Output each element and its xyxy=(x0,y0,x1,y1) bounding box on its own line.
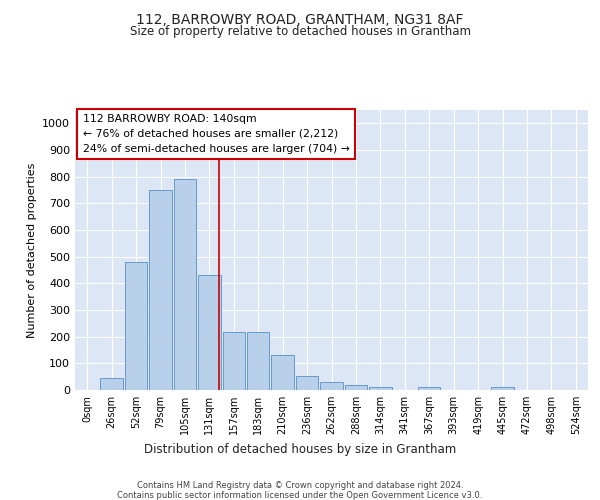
Bar xyxy=(125,262,148,390)
Bar xyxy=(223,332,245,390)
Bar xyxy=(271,356,294,390)
Text: 112 BARROWBY ROAD: 140sqm
← 76% of detached houses are smaller (2,212)
24% of se: 112 BARROWBY ROAD: 140sqm ← 76% of detac… xyxy=(83,114,350,154)
Text: Contains public sector information licensed under the Open Government Licence v3: Contains public sector information licen… xyxy=(118,491,482,500)
Text: 112, BARROWBY ROAD, GRANTHAM, NG31 8AF: 112, BARROWBY ROAD, GRANTHAM, NG31 8AF xyxy=(136,12,464,26)
Bar xyxy=(418,388,440,390)
Bar xyxy=(296,376,319,390)
Bar xyxy=(320,382,343,390)
Bar xyxy=(344,386,367,390)
Y-axis label: Number of detached properties: Number of detached properties xyxy=(26,162,37,338)
Bar xyxy=(369,387,392,390)
Bar xyxy=(149,190,172,390)
Bar xyxy=(173,180,196,390)
Text: Contains HM Land Registry data © Crown copyright and database right 2024.: Contains HM Land Registry data © Crown c… xyxy=(137,481,463,490)
Text: Size of property relative to detached houses in Grantham: Size of property relative to detached ho… xyxy=(130,25,470,38)
Text: Distribution of detached houses by size in Grantham: Distribution of detached houses by size … xyxy=(144,442,456,456)
Bar xyxy=(491,387,514,390)
Bar xyxy=(198,276,221,390)
Bar xyxy=(100,378,123,390)
Bar xyxy=(247,332,269,390)
